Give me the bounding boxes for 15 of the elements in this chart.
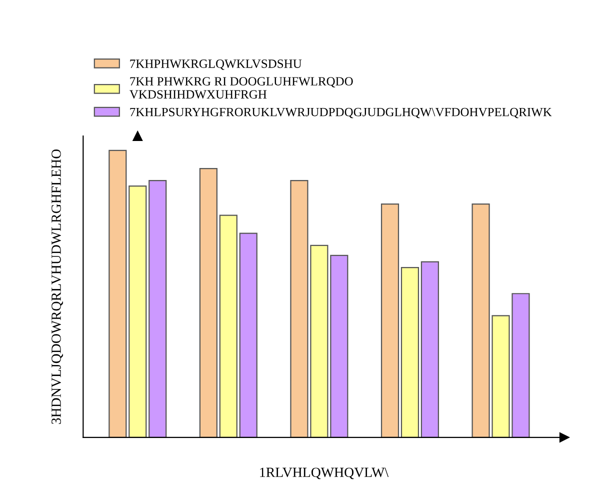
legend-label: 7KHLPSURYHGFRORUKLVWRJUDPDQGJUDGLHQW\VFDOHVPELQRIWK — [130, 108, 552, 118]
bar — [108, 150, 127, 438]
legend-label: 7KH PHWKRG RI DOOGLUHFWLRQDO VKDSHIHDWXUHFRGH — [130, 77, 353, 99]
y-axis-title: 3HDNVLJQDOWRQRLVHUDWLRGHFLEHO — [52, 149, 64, 424]
x-axis-title: 1RLVHLQWHQVLW\ — [260, 468, 389, 480]
bar — [148, 180, 167, 438]
legend-label: 7KHPHWKRGLQWKLVSDSHU — [130, 60, 302, 70]
bar — [219, 214, 238, 438]
bar — [420, 261, 439, 438]
bar — [199, 168, 218, 438]
bar — [400, 266, 420, 438]
bar — [330, 254, 348, 438]
bar — [128, 185, 147, 438]
bar — [380, 204, 400, 438]
bar — [239, 232, 258, 438]
